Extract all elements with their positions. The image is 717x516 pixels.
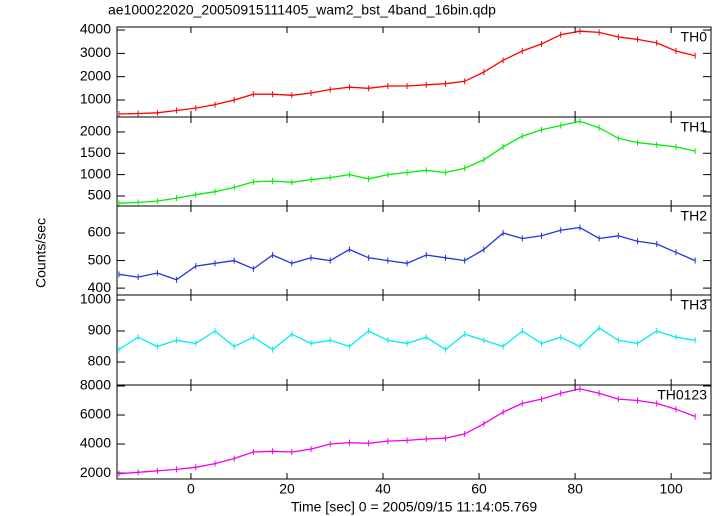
x-tick-label: 60 [471, 481, 487, 497]
y-tick-label: 400 [88, 279, 112, 295]
x-tick-label: 80 [567, 481, 583, 497]
y-tick-label: 2000 [80, 67, 111, 83]
data-line [118, 388, 696, 475]
panel-label: TH1 [681, 119, 708, 135]
panel-frame [116, 294, 712, 386]
panel-frame [116, 26, 712, 118]
y-tick-label: 3000 [80, 44, 111, 60]
chart-title: ae100022020_20050915111405_wam2_bst_4ban… [108, 2, 496, 18]
panel-label: TH0123 [657, 387, 707, 403]
y-tick-label: 1000 [80, 291, 111, 307]
y-tick-label: 1000 [80, 165, 111, 181]
y-tick-label: 800 [88, 353, 112, 369]
y-tick-label: 2000 [80, 123, 111, 139]
x-axis-label: Time [sec] 0 = 2005/09/15 11:14:05.769 [291, 499, 538, 515]
y-tick-label: 4000 [80, 435, 111, 451]
panel-label: TH3 [681, 297, 708, 313]
y-tick-label: 900 [88, 322, 112, 338]
y-tick-label: 500 [88, 187, 112, 203]
y-tick-label: 1000 [80, 91, 111, 107]
panel-label: TH0 [681, 29, 708, 45]
y-tick-label: 8000 [80, 377, 111, 393]
y-tick-label: 500 [88, 251, 112, 267]
panel-label: TH2 [681, 208, 708, 224]
y-axis-label: Counts/sec [33, 218, 49, 288]
x-tick-label: 0 [187, 481, 195, 497]
data-line [118, 30, 696, 115]
y-tick-label: 4000 [80, 21, 111, 37]
y-tick-label: 1500 [80, 144, 111, 160]
y-tick-label: 2000 [80, 464, 111, 480]
y-tick-label: 6000 [80, 406, 111, 422]
panel-frame [116, 205, 712, 296]
x-tick-label: 20 [279, 481, 295, 497]
x-tick-label: 40 [375, 481, 391, 497]
data-line [118, 120, 696, 204]
x-tick-label: 100 [659, 481, 683, 497]
panel-frame [116, 384, 712, 480]
y-tick-label: 600 [88, 224, 112, 240]
data-line [118, 226, 696, 281]
